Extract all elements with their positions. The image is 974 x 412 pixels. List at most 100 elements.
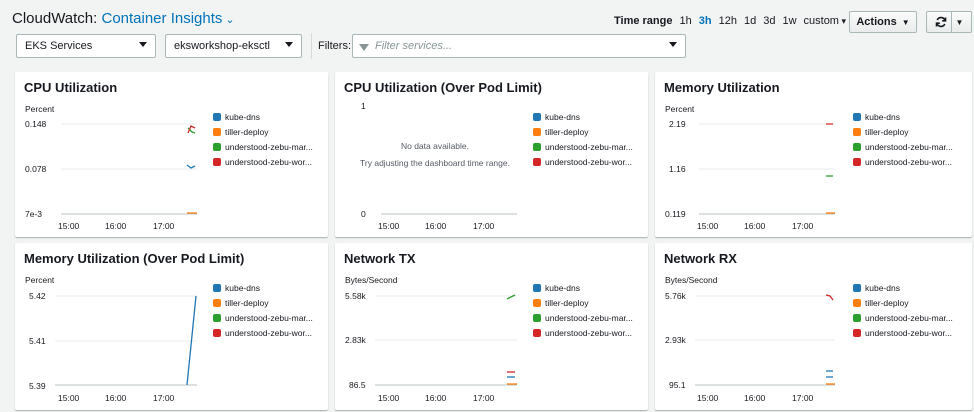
legend-item[interactable]: understood-zebu-wor... bbox=[853, 325, 953, 340]
top-bar: CloudWatch: Container Insights ⌄ Time ran… bbox=[0, 0, 974, 66]
series-understood-zebu-wor-line bbox=[825, 294, 834, 301]
legend-item[interactable]: kube-dns bbox=[533, 280, 633, 295]
y-tick-label: 5.42 bbox=[29, 291, 46, 301]
legend-item[interactable]: understood-zebu-wor... bbox=[533, 325, 633, 340]
legend-item[interactable]: tiller-deploy bbox=[213, 124, 313, 139]
chart: 2.19 1.16 0.119 15:00 16:00 17:00 bbox=[665, 119, 835, 231]
legend-item[interactable]: kube-dns bbox=[853, 280, 953, 295]
time-range-1d[interactable]: 1d bbox=[743, 15, 757, 27]
legend: kube-dns tiller-deploy understood-zebu-mar… bbox=[853, 280, 953, 340]
legend-item[interactable]: tiller-deploy bbox=[213, 295, 313, 310]
legend-item[interactable]: understood-zebu-wor... bbox=[853, 154, 953, 169]
legend-label: tiller-deploy bbox=[225, 297, 269, 308]
panel-title: CPU Utilization (Over Pod Limit) bbox=[344, 80, 542, 95]
x-tick-label: 16:00 bbox=[425, 393, 447, 403]
series-kube-dns-line bbox=[186, 295, 197, 386]
select-arrow-icon bbox=[669, 42, 677, 47]
legend-swatch bbox=[853, 142, 861, 151]
section-dropdown[interactable]: Container Insights bbox=[101, 10, 223, 27]
service-type-select[interactable]: EKS Services bbox=[16, 34, 156, 58]
legend-item[interactable]: tiller-deploy bbox=[853, 295, 953, 310]
legend-swatch bbox=[853, 157, 861, 166]
y-tick-label: 0.078 bbox=[25, 164, 47, 174]
legend-item[interactable]: understood-zebu-mar... bbox=[533, 139, 633, 154]
legend-swatch bbox=[533, 112, 541, 121]
legend-item[interactable]: kube-dns bbox=[533, 109, 633, 124]
legend-swatch bbox=[533, 313, 541, 322]
refresh-options-icon[interactable]: ▼ bbox=[955, 17, 964, 27]
chevron-down-icon[interactable]: ⌄ bbox=[225, 14, 235, 26]
actions-button[interactable]: Actions ▼ bbox=[849, 11, 917, 33]
legend-swatch bbox=[533, 328, 541, 337]
y-tick-label: 86.5 bbox=[349, 380, 366, 390]
legend-item[interactable]: tiller-deploy bbox=[533, 295, 633, 310]
legend-label: kube-dns bbox=[545, 282, 580, 293]
x-tick-label: 16:00 bbox=[744, 221, 766, 231]
legend-item[interactable]: understood-zebu-mar... bbox=[213, 310, 313, 325]
legend-swatch bbox=[213, 142, 221, 151]
y-tick-label: 5.41 bbox=[29, 336, 46, 346]
legend-item[interactable]: understood-zebu-mar... bbox=[853, 139, 953, 154]
legend-item[interactable]: understood-zebu-mar... bbox=[853, 310, 953, 325]
legend-label: tiller-deploy bbox=[225, 126, 269, 137]
legend-label: kube-dns bbox=[865, 111, 900, 122]
series-understood-zebu-mar-line bbox=[506, 294, 516, 300]
filter-icon bbox=[359, 43, 369, 51]
legend-swatch bbox=[213, 157, 221, 166]
legend-swatch bbox=[533, 157, 541, 166]
x-tick-label: 15:00 bbox=[697, 393, 719, 403]
y-tick-label: 1.16 bbox=[669, 164, 686, 174]
legend-swatch bbox=[853, 328, 861, 337]
legend-item[interactable]: understood-zebu-wor... bbox=[213, 325, 313, 340]
x-tick-label: 15:00 bbox=[58, 393, 80, 403]
time-range-3h[interactable]: 3h bbox=[698, 15, 712, 27]
y-tick-label: 2.19 bbox=[669, 119, 686, 129]
time-range-12h[interactable]: 12h bbox=[718, 15, 737, 27]
refresh-button[interactable]: ▼ bbox=[926, 11, 972, 33]
legend: kube-dns tiller-deploy understood-zebu-mar… bbox=[533, 109, 633, 169]
legend-item[interactable]: understood-zebu-mar... bbox=[213, 139, 313, 154]
legend-item[interactable]: understood-zebu-wor... bbox=[533, 154, 633, 169]
chart: 0.148 0.078 7e-3 15:00 16:00 17:00 bbox=[25, 119, 197, 231]
panel-title: Memory Utilization (Over Pod Limit) bbox=[24, 251, 245, 266]
x-tick-label: 17:00 bbox=[473, 393, 495, 403]
time-range-custom[interactable]: custom bbox=[804, 15, 847, 27]
legend-item[interactable]: tiller-deploy bbox=[853, 124, 953, 139]
y-tick-label: 0 bbox=[361, 209, 366, 219]
legend: kube-dns tiller-deploy understood-zebu-mar… bbox=[533, 280, 633, 340]
filter-services-input[interactable]: Filter services... bbox=[352, 34, 686, 58]
y-tick-label: 5.76k bbox=[665, 291, 687, 301]
select-arrow-icon bbox=[285, 42, 293, 47]
legend-item[interactable]: kube-dns bbox=[213, 280, 313, 295]
legend-label: understood-zebu-wor... bbox=[865, 156, 952, 167]
panel-network-rx: Network RX Bytes/Second 5.76k 2.93k 95.1… bbox=[655, 243, 972, 410]
refresh-icon[interactable] bbox=[935, 16, 947, 28]
caret-down-icon: ▼ bbox=[901, 17, 910, 27]
panel-title: Network RX bbox=[664, 251, 737, 266]
time-range-1w[interactable]: 1w bbox=[782, 15, 797, 27]
no-data-hint: Try adjusting the dashboard time range. bbox=[360, 158, 510, 168]
legend: kube-dns tiller-deploy understood-zebu-mar… bbox=[853, 109, 953, 169]
legend-label: tiller-deploy bbox=[865, 126, 909, 137]
legend-item[interactable]: understood-zebu-mar... bbox=[533, 310, 633, 325]
legend-label: kube-dns bbox=[545, 111, 580, 122]
time-range-1h[interactable]: 1h bbox=[679, 15, 692, 27]
y-tick-label: 5.39 bbox=[29, 381, 46, 391]
legend-item[interactable]: tiller-deploy bbox=[533, 124, 633, 139]
cluster-value: eksworkshop-eksctl bbox=[174, 40, 270, 52]
y-tick-label: 1 bbox=[361, 101, 366, 111]
legend-swatch bbox=[853, 283, 861, 292]
legend-label: understood-zebu-wor... bbox=[865, 327, 952, 338]
legend-label: understood-zebu-wor... bbox=[225, 156, 312, 167]
page-title: CloudWatch: Container Insights ⌄ bbox=[12, 10, 235, 27]
legend-item[interactable]: kube-dns bbox=[853, 109, 953, 124]
legend-swatch bbox=[853, 298, 861, 307]
legend-item[interactable]: kube-dns bbox=[213, 109, 313, 124]
legend-item[interactable]: understood-zebu-wor... bbox=[213, 154, 313, 169]
y-unit: Bytes/Second bbox=[345, 275, 398, 285]
legend: kube-dns tiller-deploy understood-zebu-mar… bbox=[213, 109, 313, 169]
panel-cpu-over-limit: CPU Utilization (Over Pod Limit) 1 0 15:… bbox=[335, 72, 648, 237]
cluster-select[interactable]: eksworkshop-eksctl bbox=[165, 34, 302, 58]
panel-title: CPU Utilization bbox=[24, 80, 118, 95]
time-range-3d[interactable]: 3d bbox=[763, 15, 776, 27]
